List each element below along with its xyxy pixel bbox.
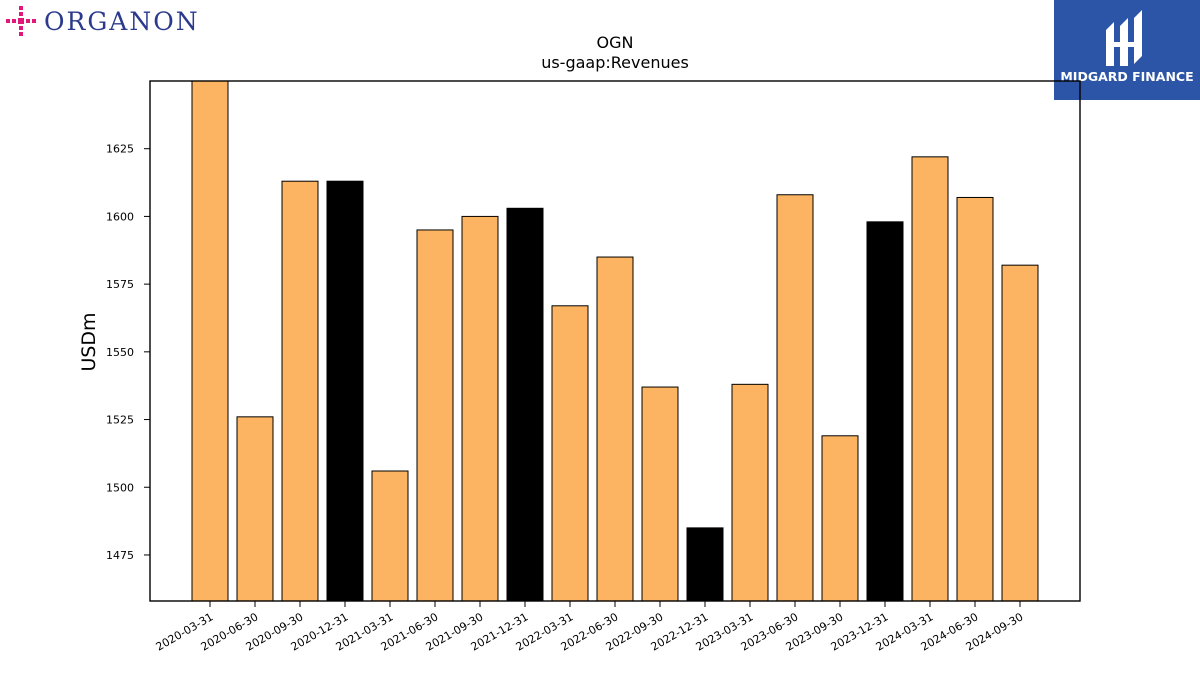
bar-2022-06-30	[596, 256, 634, 602]
bar-2021-06-30	[416, 229, 454, 602]
bar-2024-09-30	[1001, 264, 1039, 602]
bar-2021-03-31	[371, 470, 409, 602]
midgard-finance-logo: MIDGARD FINANCE	[1054, 0, 1200, 100]
bar-2023-12-31	[866, 221, 904, 602]
plot-frame	[149, 80, 1081, 602]
bar-2023-03-31	[731, 383, 769, 602]
bars-group	[191, 80, 1039, 602]
bar-2020-09-30	[281, 180, 319, 602]
bar-2022-03-31	[551, 305, 589, 602]
y-tick-label: 1600	[106, 210, 134, 223]
x-ticks-group: 2020-03-312020-06-302020-09-302020-12-31…	[154, 601, 1026, 654]
midgard-emblem-icon	[1106, 10, 1142, 66]
chart-title: OGN	[597, 33, 634, 52]
bar-2023-06-30	[776, 194, 814, 602]
organon-logo: ORGANON	[4, 4, 200, 38]
y-tick-label: 1525	[106, 414, 134, 427]
midgard-brand-text: MIDGARD FINANCE	[1060, 69, 1194, 84]
chart-subtitle: us-gaap:Revenues	[541, 53, 689, 72]
y-tick-label: 1500	[106, 481, 134, 494]
bar-2021-12-31	[506, 207, 544, 602]
y-axis-label: USDm	[78, 312, 100, 371]
bar-2023-09-30	[821, 435, 859, 602]
bar-2020-03-31	[191, 80, 229, 602]
y-tick-label: 1550	[106, 346, 134, 359]
bar-2024-06-30	[956, 196, 994, 602]
organon-brand-text: ORGANON	[44, 6, 200, 36]
bar-2022-12-31	[686, 527, 724, 602]
organon-cross-icon	[6, 6, 36, 36]
bar-2020-12-31	[326, 180, 364, 602]
bar-2021-09-30	[461, 215, 499, 602]
y-tick-label: 1625	[106, 143, 134, 156]
bar-2024-03-31	[911, 156, 949, 602]
bar-2020-06-30	[236, 416, 274, 602]
y-ticks-group: 1475 1500 1525 1550 1575 1600 1625	[106, 143, 150, 562]
bar-2022-09-30	[641, 386, 679, 602]
y-tick-label: 1475	[106, 549, 134, 562]
y-tick-label: 1575	[106, 278, 134, 291]
